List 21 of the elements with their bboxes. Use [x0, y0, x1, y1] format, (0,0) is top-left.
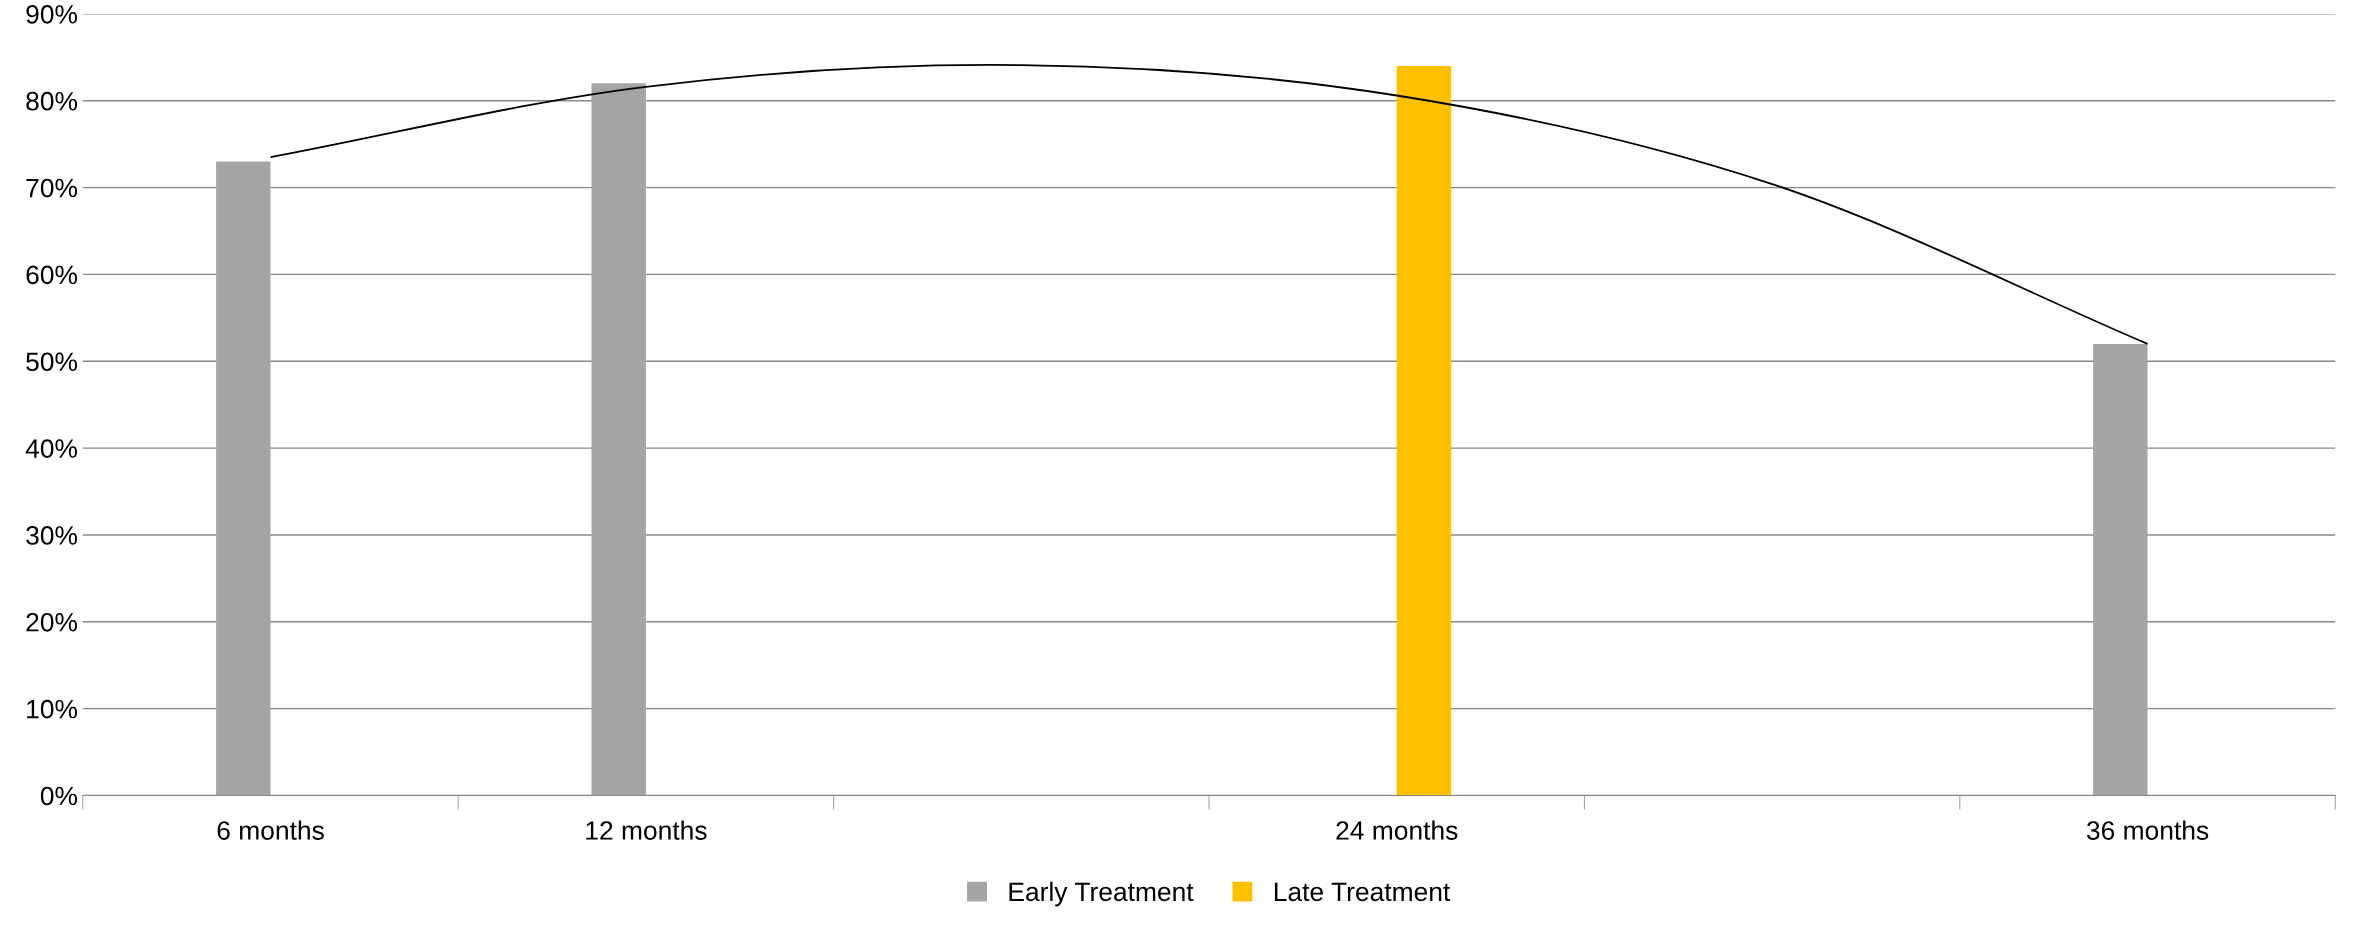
y-tick-label: 70% — [26, 178, 78, 198]
y-tick-label: 20% — [26, 612, 78, 632]
x-tick-label: 36 months — [2086, 820, 2209, 840]
y-tick-label: 80% — [26, 91, 78, 111]
bar — [216, 161, 271, 796]
y-tick-label: 40% — [25, 439, 78, 458]
x-tick-label: 6 months — [217, 820, 324, 840]
x-tick-label: 12 months — [586, 820, 707, 840]
y-tick-label: 30% — [26, 526, 78, 545]
bar — [1396, 65, 1452, 796]
line-series — [269, 64, 2149, 345]
x-tick-label: 24 months — [1336, 820, 1458, 840]
y-tick-label: 50% — [26, 352, 78, 372]
legend-label: Early Treatment — [1009, 881, 1194, 907]
bar — [591, 83, 646, 796]
legend-label: Late Treatment — [1274, 882, 1451, 902]
y-tick-label: 10% — [27, 699, 78, 719]
bar — [2093, 343, 2148, 796]
y-tick-label: 60% — [26, 265, 78, 285]
y-tick-label: 90% — [26, 5, 78, 24]
y-tick-label: 0% — [40, 786, 78, 806]
